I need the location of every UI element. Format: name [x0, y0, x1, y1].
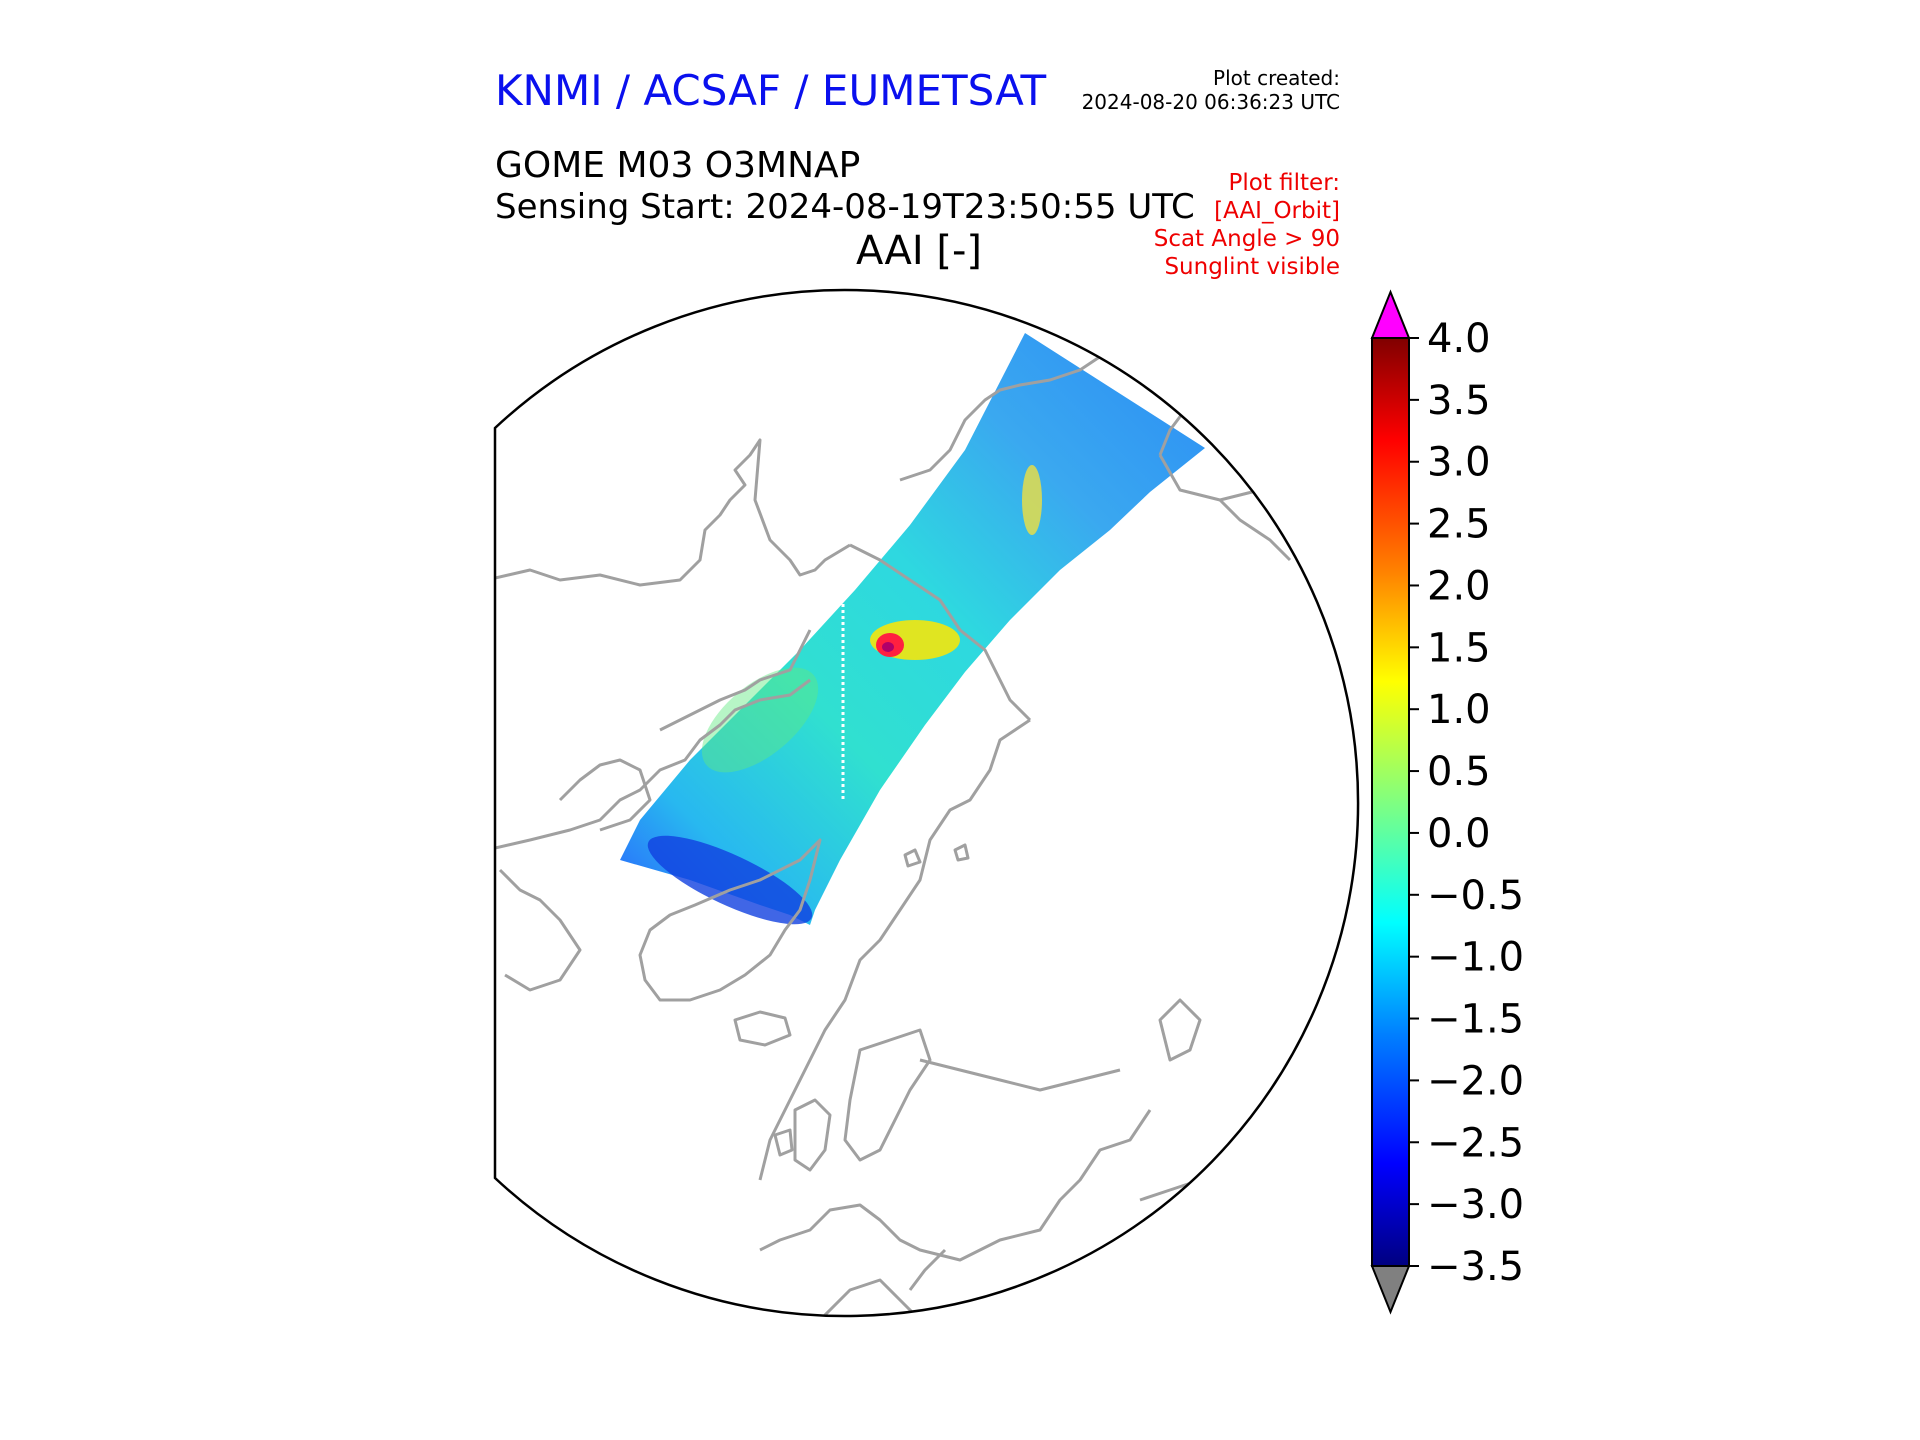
- colorbar-tick-label: 0.0: [1427, 811, 1491, 857]
- plot-created-label: Plot created:: [1213, 66, 1340, 90]
- coastlines: [495, 343, 1292, 1316]
- sensing-start: Sensing Start: 2024-08-19T23:50:55 UTC: [495, 187, 1195, 227]
- colorbar-gradient: [1372, 338, 1409, 1266]
- colorbar-tick-label: −2.0: [1427, 1058, 1524, 1104]
- plot-filter-sunglint: Sunglint visible: [1164, 254, 1340, 280]
- aai-low-band: [647, 835, 813, 925]
- aai-peak-patch: [882, 642, 894, 652]
- colorbar: 4.0 3.5 3.0 2.5 2.0 1.5 1.0 0.5 0.0 −0.5 −1.0 −1.5 −…: [1370, 289, 1524, 1315]
- aai-yellow-streak: [1022, 465, 1042, 535]
- colorbar-tick-label: 3.0: [1427, 440, 1491, 486]
- colorbar-tick-label: 0.5: [1427, 749, 1491, 795]
- colorbar-tick-label: −0.5: [1427, 873, 1524, 919]
- agency-title: KNMI / ACSAF / EUMETSAT: [495, 66, 1047, 115]
- plot-filter-name: [AAI_Orbit]: [1214, 198, 1340, 224]
- map-boundary: [493, 288, 1360, 1318]
- colorbar-under-extension: [1370, 1265, 1411, 1315]
- map-area: [495, 333, 1292, 1316]
- colorbar-tick-label: 3.5: [1427, 378, 1491, 424]
- colorbar-tick-label: −3.0: [1427, 1182, 1524, 1228]
- colorbar-tick-label: −3.5: [1427, 1244, 1524, 1290]
- colorbar-tick-label: 2.5: [1427, 502, 1491, 548]
- colorbar-tick-label: 2.0: [1427, 563, 1491, 609]
- plot-filter-label: Plot filter:: [1228, 170, 1340, 196]
- plot-filter-scat-angle: Scat Angle > 90: [1153, 226, 1340, 252]
- colorbar-tick-label: 4.0: [1427, 316, 1491, 362]
- plot-created-timestamp: 2024-08-20 06:36:23 UTC: [1081, 90, 1340, 114]
- colorbar-tick-label: 1.0: [1427, 687, 1491, 733]
- colorbar-tick-label: −1.5: [1427, 997, 1524, 1043]
- product-title: GOME M03 O3MNAP: [495, 145, 861, 186]
- colorbar-tick-label: 1.5: [1427, 625, 1491, 671]
- colorbar-tick-label: −2.5: [1427, 1120, 1524, 1166]
- colorbar-over-extension: [1370, 289, 1411, 339]
- variable-title: AAI [-]: [856, 228, 982, 274]
- colorbar-tick-label: −1.0: [1427, 935, 1524, 981]
